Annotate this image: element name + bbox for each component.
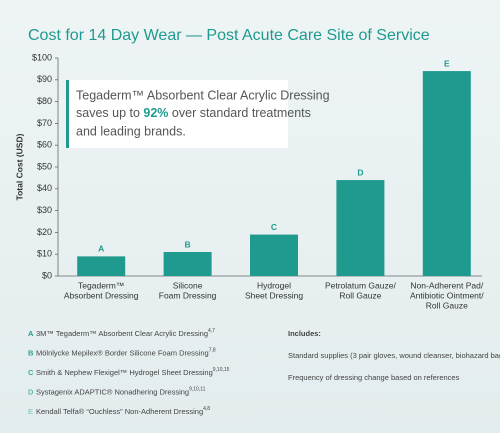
bar-letter: B: [185, 239, 191, 249]
footnote-text: 3M™ Tegaderm™ Absorbent Clear Acrylic Dr…: [36, 329, 208, 338]
bar: [336, 180, 385, 276]
footnote-ref: 9,10,15: [213, 367, 230, 373]
y-tick-label: $20: [37, 227, 52, 237]
footnote-ref: 7,8: [209, 348, 216, 354]
bar-letter: C: [271, 222, 277, 232]
callout-text: saves up to: [76, 106, 143, 120]
x-tick-label: Hydrogel: [257, 280, 291, 290]
footnote-letter: D: [28, 387, 34, 396]
x-tick-label: Sheet Dressing: [245, 290, 303, 300]
y-tick-label: $50: [37, 161, 52, 171]
callout-text: Tegaderm™ Absorbent Clear Acrylic Dressi…: [76, 88, 330, 102]
callout-highlight: 92%: [143, 106, 168, 120]
footnote-ref: 4,8: [203, 406, 210, 412]
includes-item: Standard supplies (3 pair gloves, wound …: [288, 351, 500, 360]
bar: [422, 71, 471, 276]
callout-accent: [66, 80, 69, 148]
y-tick-label: $30: [37, 205, 52, 215]
x-tick-label: Petrolatum Gauze/: [325, 280, 397, 290]
y-tick-label: $10: [37, 249, 52, 259]
footnote-letter: B: [28, 348, 34, 357]
footnote-text: Mölnlycke Mepilex® Border Silicone Foam …: [36, 348, 216, 358]
footnote-letter: C: [28, 368, 34, 377]
x-tick-label: Non-Adherent Pad/: [410, 280, 483, 290]
bar: [250, 234, 298, 276]
x-tick-label: Antibiotic Ointment/: [410, 290, 484, 300]
callout-box: [66, 80, 288, 148]
bar: [163, 252, 212, 276]
x-tick-label: Foam Dressing: [159, 290, 217, 300]
footnote-text: Smith & Nephew Flexigel™ Hydrogel Sheet …: [36, 368, 213, 377]
includes-heading: Includes:: [288, 329, 321, 338]
footnote-ref: 9,10,11: [189, 387, 206, 393]
x-tick-label: Roll Gauze: [339, 290, 381, 300]
footnote-text: Systagenix ADAPTIC® Nonadhering Dressing…: [36, 387, 206, 397]
y-tick-label: $40: [37, 183, 52, 193]
bar: [77, 256, 126, 276]
callout-text: and leading brands.: [76, 124, 186, 138]
bar-letter: E: [444, 58, 450, 68]
bar-letter: D: [357, 167, 363, 177]
chart-title: Cost for 14 Day Wear — Post Acute Care S…: [28, 27, 430, 44]
callout-text: over standard treatments: [168, 106, 310, 120]
y-tick-label: $100: [32, 52, 52, 62]
bar-letter: A: [98, 244, 104, 254]
footnote-text: Kendall Telfa® “Ouchless” Non-Adherent D…: [36, 407, 203, 416]
footnote-text: 3M™ Tegaderm™ Absorbent Clear Acrylic Dr…: [36, 328, 215, 338]
y-axis-title: Total Cost (USD): [14, 133, 24, 200]
footnote-text: Smith & Nephew Flexigel™ Hydrogel Sheet …: [36, 367, 230, 377]
x-tick-label: Roll Gauze: [426, 300, 468, 310]
footnote-text: Systagenix ADAPTIC® Nonadhering Dressing: [36, 387, 189, 396]
callout-text: saves up to 92% over standard treatments: [76, 106, 311, 120]
y-tick-label: $70: [37, 118, 52, 128]
footnote-text: Mölnlycke Mepilex® Border Silicone Foam …: [36, 348, 209, 357]
x-tick-label: Silicone: [173, 280, 203, 290]
y-tick-label: $90: [37, 74, 52, 84]
footnote-ref: 4,7: [208, 328, 215, 334]
footnote-text: Kendall Telfa® “Ouchless” Non-Adherent D…: [36, 406, 210, 416]
footnote-letter: A: [28, 329, 34, 338]
includes-item: Frequency of dressing change based on re…: [288, 373, 460, 382]
footnote-letter: E: [28, 407, 33, 416]
y-tick-label: $60: [37, 140, 52, 150]
y-tick-label: $80: [37, 96, 52, 106]
y-tick-label: $0: [42, 270, 52, 280]
x-tick-label: Tegaderm™: [78, 280, 124, 290]
x-tick-label: Absorbent Dressing: [64, 290, 139, 300]
